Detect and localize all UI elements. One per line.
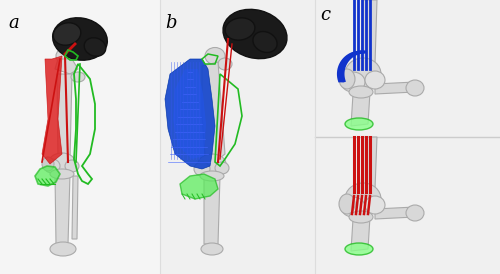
- Ellipse shape: [339, 194, 355, 214]
- Polygon shape: [57, 74, 72, 159]
- Ellipse shape: [215, 162, 229, 174]
- Ellipse shape: [52, 18, 108, 60]
- Ellipse shape: [84, 38, 106, 56]
- Ellipse shape: [49, 153, 75, 171]
- Polygon shape: [351, 92, 370, 126]
- Ellipse shape: [71, 72, 85, 82]
- Text: a: a: [8, 14, 19, 32]
- Ellipse shape: [65, 160, 79, 172]
- Ellipse shape: [339, 69, 355, 89]
- Ellipse shape: [365, 196, 385, 214]
- Text: b: b: [165, 14, 176, 32]
- Ellipse shape: [194, 162, 210, 176]
- Polygon shape: [173, 69, 206, 159]
- Polygon shape: [55, 174, 70, 244]
- Polygon shape: [165, 59, 215, 169]
- Ellipse shape: [341, 197, 365, 217]
- Polygon shape: [42, 56, 62, 164]
- Ellipse shape: [253, 32, 277, 53]
- Ellipse shape: [349, 86, 373, 98]
- Ellipse shape: [198, 154, 226, 174]
- Text: c: c: [320, 6, 330, 24]
- Polygon shape: [35, 166, 60, 186]
- Ellipse shape: [345, 118, 373, 130]
- Polygon shape: [0, 0, 160, 274]
- Ellipse shape: [50, 242, 76, 256]
- Ellipse shape: [406, 80, 424, 96]
- Polygon shape: [375, 207, 415, 219]
- Ellipse shape: [201, 243, 223, 255]
- Polygon shape: [204, 176, 220, 244]
- Ellipse shape: [205, 47, 225, 64]
- Polygon shape: [160, 0, 315, 274]
- Polygon shape: [361, 0, 377, 64]
- Polygon shape: [72, 176, 78, 239]
- Ellipse shape: [345, 183, 381, 215]
- Ellipse shape: [223, 9, 287, 59]
- Ellipse shape: [225, 18, 255, 40]
- Ellipse shape: [341, 72, 365, 92]
- Ellipse shape: [365, 71, 385, 89]
- Ellipse shape: [345, 243, 373, 255]
- Ellipse shape: [218, 58, 232, 70]
- Ellipse shape: [53, 23, 81, 45]
- Polygon shape: [180, 174, 218, 199]
- Ellipse shape: [42, 157, 54, 171]
- Polygon shape: [315, 0, 500, 274]
- Ellipse shape: [345, 58, 381, 90]
- Ellipse shape: [200, 171, 224, 181]
- Polygon shape: [351, 217, 370, 251]
- Polygon shape: [55, 59, 78, 74]
- Ellipse shape: [50, 169, 74, 179]
- Polygon shape: [361, 137, 377, 189]
- Ellipse shape: [406, 205, 424, 221]
- Ellipse shape: [349, 211, 373, 223]
- Polygon shape: [375, 82, 415, 94]
- Polygon shape: [202, 62, 225, 162]
- Ellipse shape: [44, 159, 60, 173]
- Ellipse shape: [56, 48, 74, 64]
